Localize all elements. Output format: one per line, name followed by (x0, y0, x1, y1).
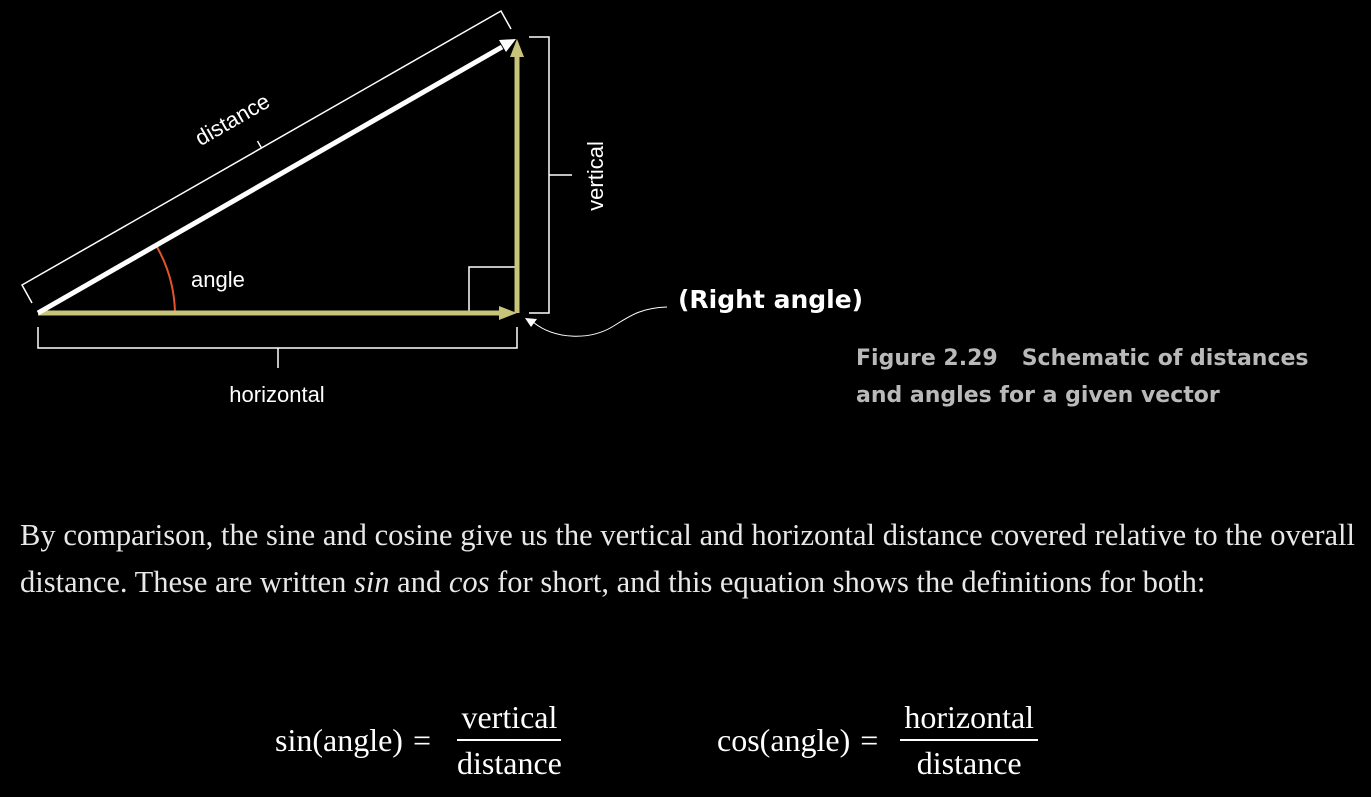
sine-lhs: sin(angle) (275, 721, 403, 758)
distance-bracket (20, 9, 512, 304)
cosine-denominator: distance (916, 745, 1022, 781)
sine-equation: sin(angle) = vertical distance (275, 695, 566, 785)
paragraph-text-part1: By comparison, the sine and cosine give … (20, 518, 1355, 599)
sin-abbreviation: sin (353, 564, 390, 599)
sine-fraction: vertical distance (453, 699, 566, 781)
paragraph-text-part3: for short, and this equation shows the d… (489, 564, 1206, 599)
paragraph-text-part2: and (389, 564, 449, 599)
sine-denominator: distance (457, 745, 562, 781)
right-angle-label: (Right angle) (678, 285, 863, 314)
right-angle-marker (468, 266, 515, 313)
vertical-arrowhead (510, 39, 524, 57)
cosine-equation: cos(angle) = horizontal distance (717, 695, 1039, 785)
right-angle-callout-line (532, 306, 668, 337)
horizontal-bracket (37, 327, 518, 368)
body-paragraph: By comparison, the sine and cosine give … (20, 512, 1355, 605)
distance-arrowhead (499, 39, 516, 52)
cosine-fraction: horizontal distance (900, 699, 1039, 781)
horizontal-label: horizontal (229, 382, 324, 407)
caption-text-line1: Schematic of distances (1021, 346, 1309, 371)
angle-label: angle (191, 267, 245, 292)
sine-equals: = (412, 721, 431, 758)
figure-number: Figure 2.29 (856, 346, 998, 371)
cosine-numerator: horizontal (900, 699, 1039, 741)
caption-text-line2: and angles for a given vector (856, 383, 1220, 408)
cosine-lhs: cos(angle) (717, 721, 851, 758)
vertical-label: vertical (583, 141, 608, 211)
horizontal-arrowhead (499, 306, 517, 320)
vertical-bracket (529, 36, 572, 314)
figure-caption: Figure 2.29 Schematic of distances and an… (856, 340, 1356, 414)
cos-abbreviation: cos (448, 564, 490, 599)
angle-arc (156, 246, 176, 314)
sine-numerator: vertical (457, 699, 562, 741)
distance-vector-arrow (36, 44, 504, 316)
distance-label: distance (191, 88, 275, 150)
vector-schematic-diagram: distance vertical angle horizontal (Righ… (20, 9, 863, 407)
callout-arrowhead (525, 318, 537, 327)
cosine-equals: = (860, 721, 879, 758)
